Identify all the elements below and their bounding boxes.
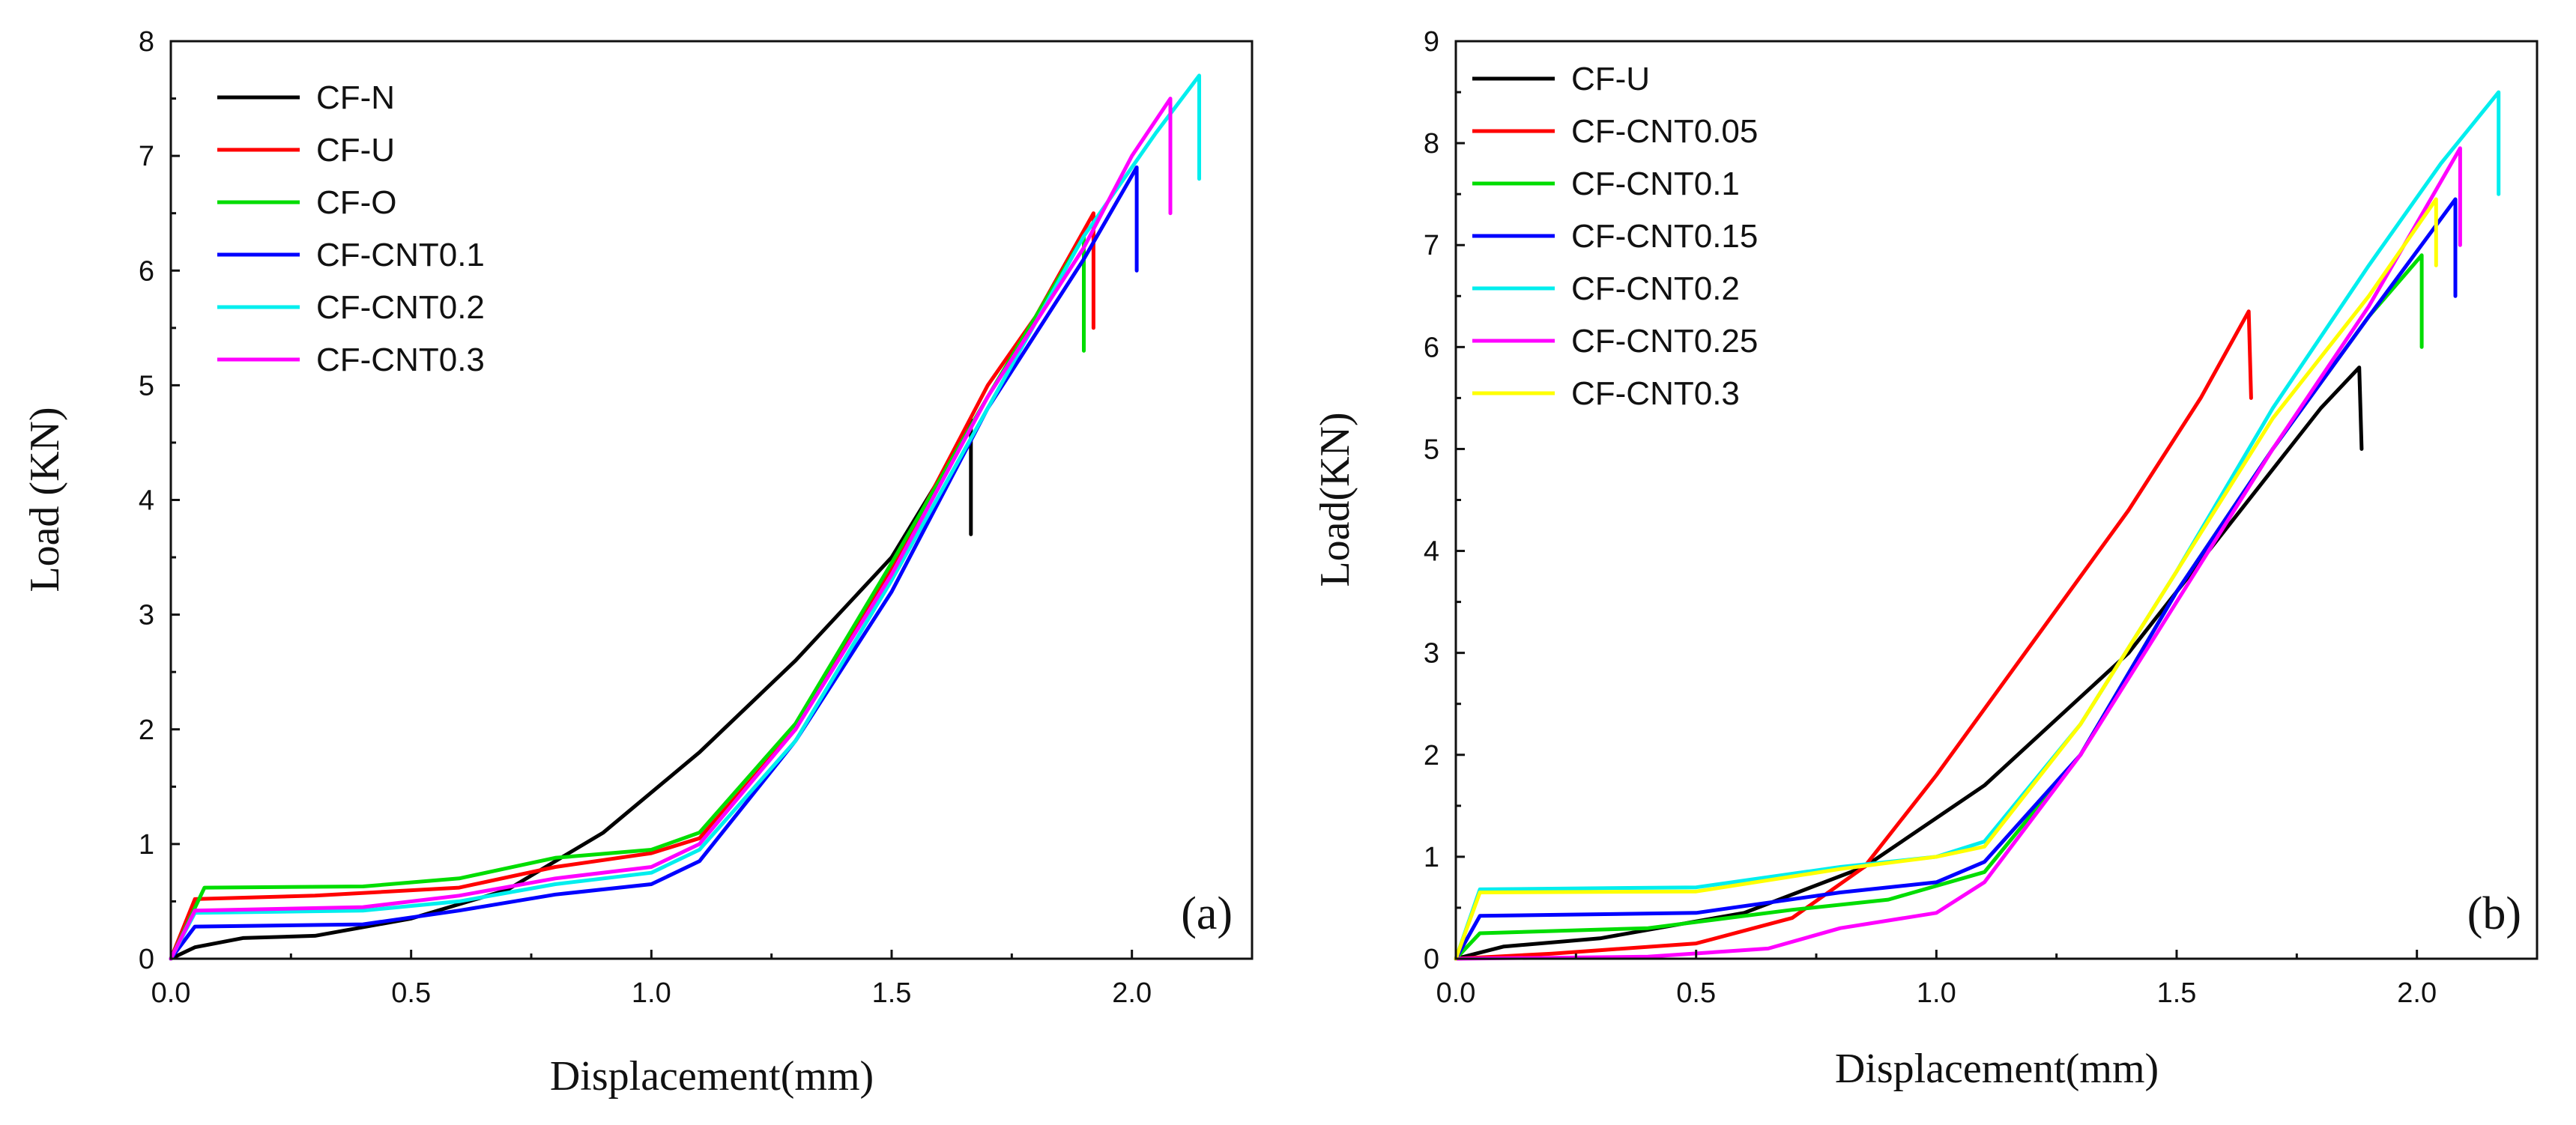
x-tick-label-b: 0.5 <box>1676 977 1716 1009</box>
y-tick-label-b: 3 <box>1424 638 1439 670</box>
y-axis-title-a: Load (KN) <box>22 407 68 592</box>
x-tick-label-b: 1.0 <box>1917 977 1956 1009</box>
y-tick-label-b: 1 <box>1424 842 1439 873</box>
chart-panel-a: 0.0 0.5 1.0 1.5 2.0 0 1 2 3 4 5 6 7 8 Displacement(mm… <box>22 26 1254 1100</box>
y-tick-label-a: 1 <box>139 829 154 861</box>
y-tick-label-a: 3 <box>139 600 154 631</box>
legend-a: CF-N CF-U CF-O CF-CNT0.1 CF-CNT0.2 CF-CNT0.3 <box>217 79 485 378</box>
y-tick-label-a: 4 <box>139 485 154 517</box>
x-tick-label-a: 2.0 <box>1112 977 1152 1009</box>
y-tick-label-a: 5 <box>139 370 154 401</box>
legend-label-a: CF-N <box>316 79 395 116</box>
legend-label-a: CF-O <box>316 184 397 221</box>
legend-label-a: CF-CNT0.3 <box>316 342 485 378</box>
legend-label-b: CF-U <box>1571 61 1650 97</box>
y-tick-label-a: 6 <box>139 255 154 287</box>
series-group-b <box>1454 90 2501 961</box>
series-line-cf-cnt0-15 <box>1454 197 2458 961</box>
x-axis-title-b: Displacement(mm) <box>1835 1046 2159 1092</box>
x-tick-label-a: 1.0 <box>632 977 671 1009</box>
x-tick-label-b: 1.5 <box>2157 977 2197 1009</box>
y-tick-label-b: 0 <box>1424 944 1439 975</box>
legend-label-a: CF-U <box>316 132 395 169</box>
chart-panel-b: 0.0 0.5 1.0 1.5 2.0 0 1 2 3 4 5 6 7 8 9 Displacement(m… <box>1312 26 2539 1092</box>
legend-label-b: CF-CNT0.15 <box>1571 218 1758 255</box>
x-tick-label-a: 0.5 <box>391 977 431 1009</box>
y-tick-label-a: 8 <box>139 26 154 58</box>
series-line-cf-cnt0-25 <box>1454 146 2462 961</box>
panel-label-b: (b) <box>2467 888 2521 939</box>
series-group-a <box>169 73 1201 961</box>
y-tick-label-a: 7 <box>139 141 154 172</box>
panel-label-a: (a) <box>1181 888 1233 939</box>
y-tick-label-b: 6 <box>1424 332 1439 363</box>
legend-b: CF-U CF-CNT0.05 CF-CNT0.1 CF-CNT0.15 CF-CNT0… <box>1472 61 1758 412</box>
y-tick-label-b: 7 <box>1424 230 1439 261</box>
legend-label-b: CF-CNT0.05 <box>1571 113 1758 150</box>
legend-label-b: CF-CNT0.2 <box>1571 270 1740 307</box>
x-tick-label-b: 0.0 <box>1436 977 1476 1009</box>
y-tick-label-b: 5 <box>1424 434 1439 465</box>
series-line-cf-cnt0-05 <box>1454 309 2253 961</box>
legend-label-b: CF-CNT0.1 <box>1571 166 1740 202</box>
y-tick-label-b: 8 <box>1424 128 1439 160</box>
series-line-cf-cnt0-1 <box>169 165 1139 961</box>
y-tick-label-b: 4 <box>1424 536 1439 568</box>
legend-label-a: CF-CNT0.2 <box>316 289 485 326</box>
y-tick-label-b: 9 <box>1424 26 1439 58</box>
x-axis-title-a: Displacement(mm) <box>550 1053 874 1100</box>
series-line-cf-u <box>1454 366 2364 961</box>
ticks-a: 0.0 0.5 1.0 1.5 2.0 0 1 2 3 4 5 6 7 8 <box>139 26 1152 1009</box>
legend-label-b: CF-CNT0.25 <box>1571 323 1758 360</box>
y-axis-title-b: Load(KN) <box>1312 412 1358 586</box>
x-tick-label-a: 1.5 <box>872 977 912 1009</box>
legend-label-a: CF-CNT0.1 <box>316 237 485 273</box>
series-line-cf-o <box>169 234 1086 961</box>
x-tick-label-b: 2.0 <box>2397 977 2437 1009</box>
y-tick-label-a: 0 <box>139 944 154 975</box>
legend-label-b: CF-CNT0.3 <box>1571 375 1740 412</box>
series-line-cf-cnt0-2 <box>169 73 1201 961</box>
y-tick-label-b: 2 <box>1424 740 1439 771</box>
x-tick-label-a: 0.0 <box>151 977 191 1009</box>
series-line-cf-cnt0-3 <box>169 97 1173 961</box>
ticks-b: 0.0 0.5 1.0 1.5 2.0 0 1 2 3 4 5 6 7 8 9 <box>1424 26 2437 1009</box>
y-tick-label-a: 2 <box>139 715 154 746</box>
series-line-cf-cnt0-3 <box>1454 197 2438 961</box>
